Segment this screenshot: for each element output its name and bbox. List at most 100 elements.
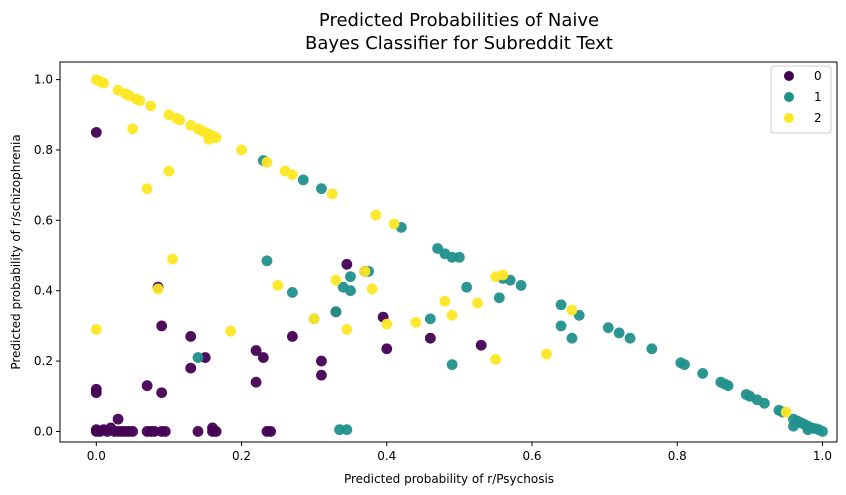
point-series-2-34 <box>152 283 164 295</box>
point-series-2-49 <box>566 304 578 316</box>
point-series-0-12 <box>112 413 124 425</box>
point-series-0-36 <box>265 426 276 437</box>
point-series-0-44 <box>381 343 393 355</box>
point-series-0-34 <box>257 352 269 363</box>
point-series-2-46 <box>472 297 483 309</box>
point-series-0-27 <box>192 426 204 437</box>
point-series-2-21 <box>261 156 273 168</box>
point-series-1-53 <box>461 281 473 293</box>
point-series-1-1 <box>297 174 309 186</box>
point-series-2-19 <box>210 132 222 144</box>
y-tick-label-1: 0.2 <box>34 354 53 368</box>
legend-label-1: 1 <box>814 90 822 104</box>
point-series-1-44 <box>330 306 342 318</box>
point-series-0-17 <box>159 426 171 437</box>
point-series-1-42 <box>286 287 298 298</box>
y-axis-ticks: 0.0 0.2 0.4 0.6 0.8 1.0 <box>34 73 60 438</box>
point-series-2-31 <box>163 165 175 177</box>
point-series-0-25 <box>185 331 197 342</box>
legend-label-2: 2 <box>814 111 822 125</box>
point-series-2-11 <box>174 114 186 126</box>
legend-marker-2 <box>784 113 794 123</box>
point-series-2-48 <box>541 348 552 360</box>
point-series-2-33 <box>90 324 102 335</box>
point-series-1-13 <box>602 322 614 334</box>
point-series-0-26 <box>185 362 197 374</box>
series-1 <box>192 155 828 437</box>
point-series-1-41 <box>261 255 273 267</box>
point-series-2-25 <box>370 209 382 221</box>
plot-area-frame <box>59 61 838 443</box>
point-series-2-7 <box>134 95 146 107</box>
point-series-0-33 <box>250 376 262 388</box>
legend-box <box>770 65 832 134</box>
x-tick-label-5: 1.0 <box>813 449 832 463</box>
point-series-2-41 <box>366 283 378 295</box>
legend-label-0: 0 <box>814 69 822 83</box>
point-series-1-48 <box>345 271 356 283</box>
point-series-1-46 <box>341 424 353 436</box>
point-series-1-26 <box>758 397 770 409</box>
point-series-0-21 <box>141 380 153 392</box>
point-series-1-54 <box>493 292 505 304</box>
point-series-2-36 <box>272 280 284 291</box>
point-series-1-15 <box>624 332 636 344</box>
point-series-1-11 <box>555 299 567 311</box>
data-points-layer <box>90 74 828 437</box>
chart-title-line-1: Predicted Probabilities of Naive <box>319 10 599 31</box>
point-series-2-29 <box>127 123 139 135</box>
series-2 <box>90 74 792 418</box>
point-series-0-31 <box>210 426 222 437</box>
y-tick-label-0: 0.0 <box>34 424 53 438</box>
point-series-2-47 <box>490 353 502 365</box>
point-series-0-45 <box>424 332 436 344</box>
point-series-2-45 <box>446 309 458 321</box>
point-series-0-11 <box>127 426 139 437</box>
point-series-2-50 <box>780 406 792 418</box>
point-series-0-38 <box>316 355 327 367</box>
y-tick-label-2: 0.4 <box>34 284 53 298</box>
point-series-1-19 <box>697 367 709 379</box>
point-series-1-10 <box>515 280 527 291</box>
legend-marker-0 <box>784 71 794 81</box>
point-series-1-7 <box>453 251 465 263</box>
x-tick-label-0: 0.0 <box>87 449 106 463</box>
point-series-2-32 <box>167 253 178 265</box>
point-series-2-8 <box>145 100 157 112</box>
point-series-2-23 <box>286 169 298 180</box>
point-series-1-16 <box>646 343 658 355</box>
point-series-2-30 <box>141 183 153 195</box>
point-series-0-19 <box>90 383 102 395</box>
point-series-1-39 <box>802 424 814 436</box>
point-series-1-40 <box>192 352 204 363</box>
x-tick-label-4: 0.8 <box>668 449 687 463</box>
point-series-2-44 <box>439 295 451 307</box>
point-series-2-38 <box>330 274 342 286</box>
point-series-1-49 <box>345 285 356 297</box>
legend: 0 1 2 <box>770 65 832 134</box>
point-series-1-55 <box>555 320 567 332</box>
point-series-2-37 <box>308 313 320 325</box>
point-series-1-2 <box>316 183 327 195</box>
x-tick-label-3: 0.6 <box>522 449 541 463</box>
point-series-2-24 <box>326 188 338 200</box>
point-series-1-38 <box>788 420 799 432</box>
x-tick-label-1: 0.2 <box>232 449 251 463</box>
point-series-1-14 <box>613 327 625 339</box>
y-axis-label: Predicted probability of r/schizophrenia <box>9 134 23 369</box>
point-series-1-56 <box>566 332 578 344</box>
point-series-0-39 <box>316 369 327 381</box>
point-series-0-37 <box>286 331 298 342</box>
point-series-0-22 <box>156 387 168 399</box>
point-series-2-43 <box>410 316 422 328</box>
point-series-0-32 <box>250 345 262 356</box>
point-series-2-42 <box>381 318 393 330</box>
chart-title-line-2: Bayes Classifier for Subreddit Text <box>305 33 613 54</box>
point-series-2-20 <box>236 144 247 156</box>
legend-marker-1 <box>784 92 794 102</box>
point-series-0-24 <box>156 320 168 332</box>
y-tick-label-3: 0.6 <box>34 213 53 227</box>
point-series-1-52 <box>446 359 458 370</box>
point-series-0-46 <box>475 339 487 351</box>
